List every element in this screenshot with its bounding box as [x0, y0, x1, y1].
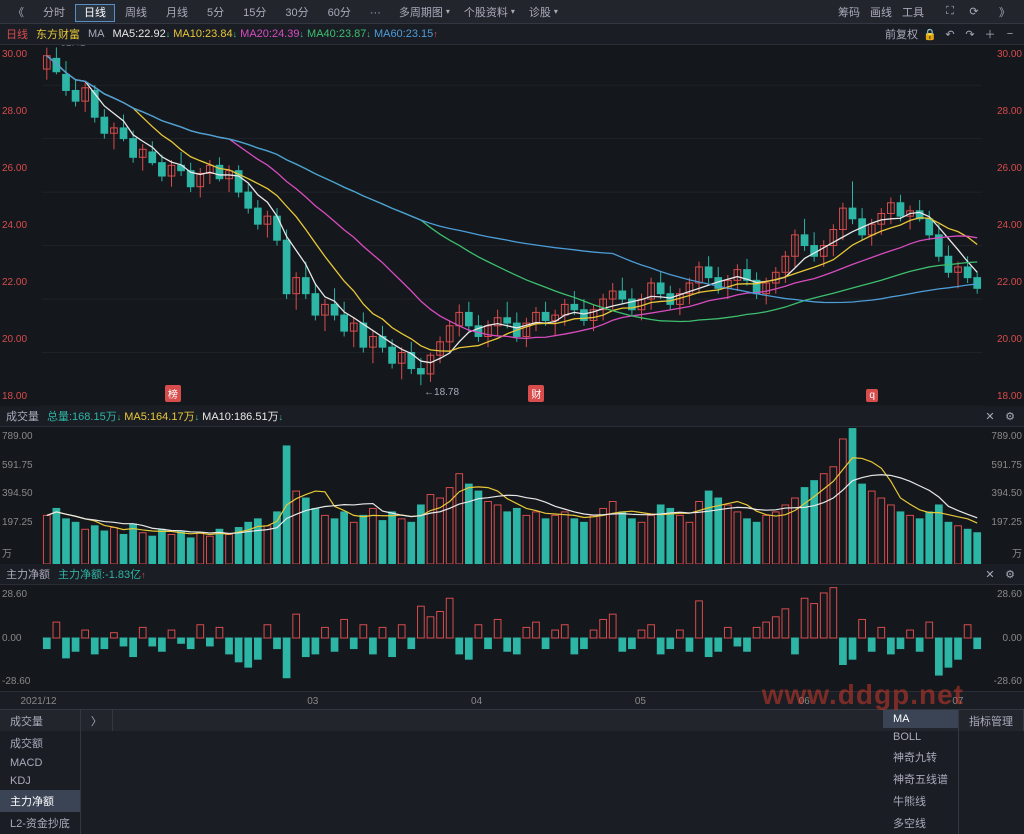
indicator-tabs: 成交量成交额MACDKDJ主力净额L2-资金抄底 〉 MABOLL神奇九转神奇五… — [0, 709, 1024, 731]
y-axis-left: 789.00591.75394.50197.25万 — [0, 427, 40, 564]
y-axis-right: 789.00591.75394.50197.25万 — [984, 427, 1024, 564]
time-tick: 06 — [799, 696, 810, 707]
timeframe-5分[interactable]: 5分 — [198, 4, 233, 22]
tab-主力净额[interactable]: 主力净额 — [0, 790, 81, 812]
legend: 总量:168.15万↓ — [47, 411, 121, 423]
adjustment-label[interactable]: 前复权 — [885, 26, 918, 42]
nav-next-icon[interactable]: 》 — [990, 1, 1019, 23]
main-chart-header: 日线 东方财富 MA MA5:22.92↓ MA10:23.84↓ MA20:2… — [0, 24, 1024, 44]
close-panel-icon[interactable]: ✕ — [982, 566, 998, 582]
y-axis-left: 28.600.00-28.60 — [0, 585, 40, 691]
legend: MA10:23.84↓ — [173, 28, 237, 40]
tab-L2-资金抄底[interactable]: L2-资金抄底 — [0, 812, 81, 834]
tab-KDJ[interactable]: KDJ — [0, 772, 81, 790]
redo-icon[interactable]: ↷ — [962, 26, 978, 42]
volume-label: 成交量 — [6, 408, 39, 424]
legend: MA5:164.17万↓ — [124, 411, 199, 423]
legend: MA5:22.92↓ — [113, 28, 171, 40]
ma-label: MA — [88, 28, 105, 40]
dropdown-个股资料[interactable]: 个股资料▾ — [458, 2, 521, 22]
time-tick: 03 — [307, 696, 318, 707]
timeframe-60分[interactable]: 60分 — [319, 4, 360, 22]
timeframe-日线[interactable]: 日线 — [75, 4, 115, 22]
indicator-manager[interactable]: 指标管理 — [959, 710, 1024, 731]
expand-icon[interactable]: ⛶ — [942, 4, 958, 20]
y-axis-left: 30.0028.0026.0024.0022.0020.0018.00 — [0, 45, 40, 406]
nav-prev-icon[interactable]: 《 — [4, 1, 33, 23]
timeframe-toolbar: 《 分时日线周线月线5分15分30分60分··· 多周期图▾个股资料▾诊股▾ 筹… — [0, 0, 1024, 24]
timeframe-分时[interactable]: 分时 — [34, 4, 74, 22]
flow-label: 主力净额 — [6, 566, 50, 582]
legend: MA60:23.15↑ — [374, 28, 438, 40]
tab-MACD[interactable]: MACD — [0, 754, 81, 772]
timeframe-···[interactable]: ··· — [361, 4, 390, 22]
settings-icon[interactable]: ⚙ — [1002, 566, 1018, 582]
svg-text:31.41: 31.41 — [60, 45, 85, 48]
legend: MA40:23.87↓ — [307, 28, 371, 40]
period-label: 日线 — [6, 26, 28, 42]
timeframe-月线[interactable]: 月线 — [157, 4, 197, 22]
toolbar-right: 筹码画线工具 ⛶ ⟳ 》 — [838, 1, 1020, 23]
close-panel-icon[interactable]: ✕ — [982, 408, 998, 424]
lock-icon[interactable]: 🔒 — [922, 26, 938, 42]
svg-text:←18.78: ←18.78 — [424, 387, 459, 398]
time-tick: 04 — [471, 696, 482, 707]
stock-name: 东方财富 — [36, 26, 80, 42]
tab-BOLL[interactable]: BOLL — [883, 728, 959, 746]
flow-header: 主力净额 主力净额:-1.83亿↑ ✕ ⚙ — [0, 564, 1024, 584]
price-chart[interactable]: 30.0028.0026.0024.0022.0020.0018.00 30.0… — [0, 44, 1024, 406]
time-tick: 2021/12 — [20, 696, 56, 707]
chart-tag: 榜 — [165, 385, 181, 402]
y-axis-right: 30.0028.0026.0024.0022.0020.0018.00 — [984, 45, 1024, 406]
tool-画线[interactable]: 画线 — [870, 7, 892, 19]
undo-icon[interactable]: ↶ — [942, 26, 958, 42]
tab-成交额[interactable]: 成交额 — [0, 732, 81, 754]
tab-神奇九转[interactable]: 神奇九转 — [883, 746, 959, 768]
zoom-in-icon[interactable]: ＋ — [982, 26, 998, 42]
legend: 主力净额:-1.83亿↑ — [58, 569, 146, 581]
tab-成交量[interactable]: 成交量 — [0, 710, 81, 732]
more-left-icon[interactable]: 〉 — [81, 710, 113, 731]
refresh-icon[interactable]: ⟳ — [966, 4, 982, 20]
tab-MA[interactable]: MA — [883, 710, 959, 728]
dropdown-多周期图[interactable]: 多周期图▾ — [393, 2, 456, 22]
chart-tag: 财 — [528, 385, 544, 402]
volume-chart[interactable]: 789.00591.75394.50197.25万 789.00591.7539… — [0, 426, 1024, 564]
tab-牛熊线[interactable]: 牛熊线 — [883, 790, 959, 812]
legend: MA20:24.39↓ — [240, 28, 304, 40]
y-axis-right: 28.600.00-28.60 — [984, 585, 1024, 691]
tab-多空线[interactable]: 多空线 — [883, 812, 959, 834]
timeframe-15分[interactable]: 15分 — [234, 4, 275, 22]
settings-icon[interactable]: ⚙ — [1002, 408, 1018, 424]
tab-神奇五线谱[interactable]: 神奇五线谱 — [883, 768, 959, 790]
time-tick: 07 — [952, 696, 963, 707]
tool-筹码[interactable]: 筹码 — [838, 7, 860, 19]
time-tick: 05 — [635, 696, 646, 707]
volume-header: 成交量 总量:168.15万↓ MA5:164.17万↓ MA10:186.51… — [0, 406, 1024, 426]
time-axis: 2021/12 03 04 05 06 07 — [0, 691, 1024, 709]
capital-flow-chart[interactable]: 28.600.00-28.60 28.600.00-28.60 — [0, 584, 1024, 691]
tool-工具[interactable]: 工具 — [902, 7, 924, 19]
chart-tag: q — [866, 389, 878, 402]
legend: MA10:186.51万↓ — [202, 411, 283, 423]
timeframe-30分[interactable]: 30分 — [276, 4, 317, 22]
zoom-out-icon[interactable]: − — [1002, 26, 1018, 42]
dropdown-诊股[interactable]: 诊股▾ — [523, 2, 564, 22]
timeframe-周线[interactable]: 周线 — [116, 4, 156, 22]
